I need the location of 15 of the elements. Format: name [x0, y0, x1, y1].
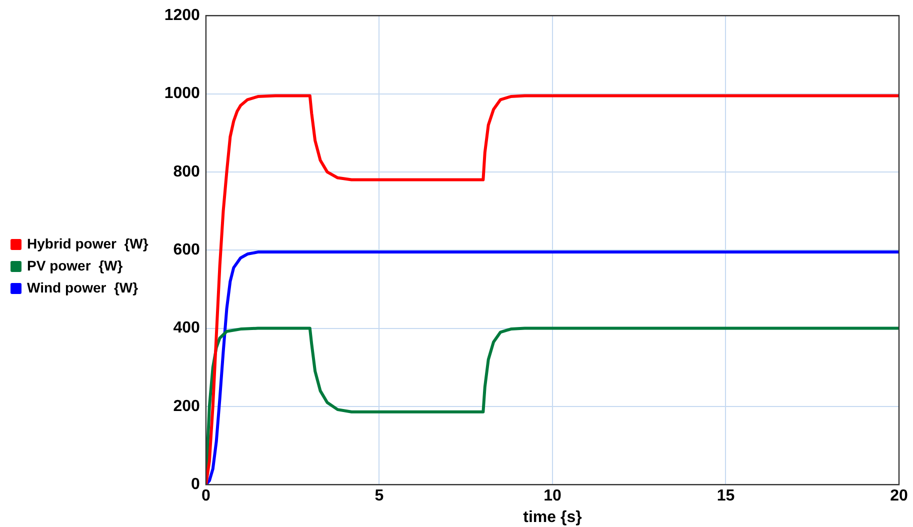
y-tick-label: 200	[173, 398, 200, 415]
y-tick-label: 1200	[164, 7, 200, 24]
y-tick-label: 800	[173, 163, 200, 180]
x-tick-label: 10	[544, 488, 562, 505]
legend-label: PV power {W}	[27, 257, 124, 274]
legend-label: Wind power {W}	[27, 279, 139, 296]
y-tick-label: 400	[173, 320, 200, 337]
y-tick-label: 0	[191, 476, 200, 494]
x-tick-label: 20	[890, 488, 908, 505]
y-tick-label: 600	[173, 242, 200, 259]
legend-label: Hybrid power {W}	[27, 235, 149, 252]
x-tick-label: 15	[716, 488, 735, 505]
x-axis-title: time {s}	[523, 508, 582, 526]
x-tick-label: 5	[374, 488, 384, 505]
y-tick-label: 1000	[164, 85, 200, 102]
